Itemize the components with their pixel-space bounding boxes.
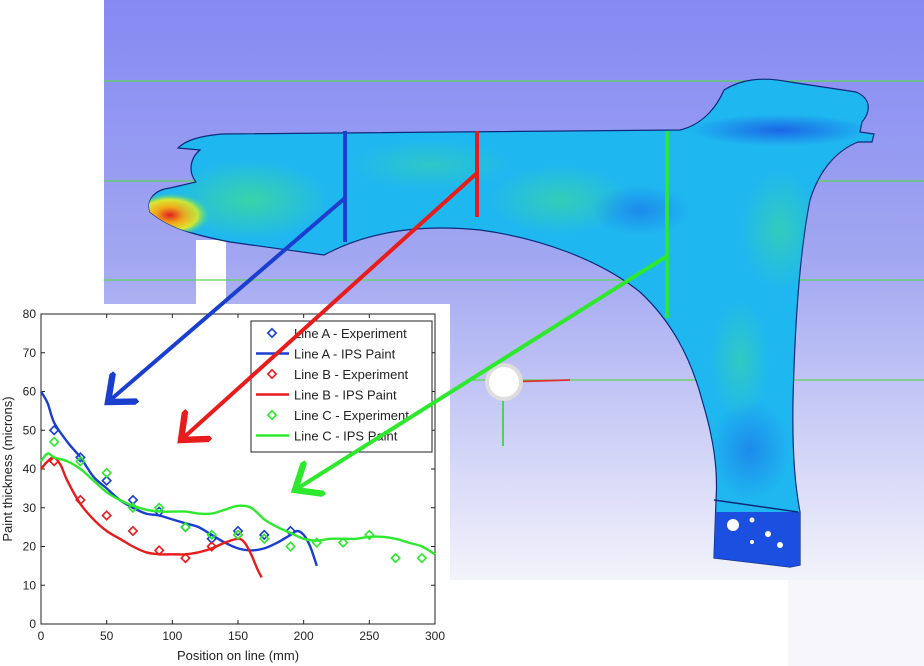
arrow-line-c [295,254,669,490]
x-tick-label: 200 [294,629,314,643]
viewport-lower-white [788,580,924,666]
series-1-point [232,525,244,537]
paint-thickness-chart: 0 50 100 150 200 250 300 0 10 20 30 40 50 60 70 80 Posit… [0,307,445,663]
series-5-point [337,537,349,548]
series-5-point [75,455,86,467]
series-5-point [390,552,401,564]
x-tick-label: 250 [359,629,379,643]
series-5-point [180,521,191,533]
y-tick-label: 80 [23,307,37,321]
series-5-point [285,541,296,552]
x-tick-label: 150 [228,629,248,643]
support-block [196,240,226,308]
legend-label: Line A - IPS Paint [294,347,396,362]
series-1-point [258,529,270,541]
y-tick-label: 70 [23,346,37,360]
x-tick-label: 50 [100,629,114,643]
y-tick-label: 40 [23,462,37,476]
y-tick-label: 50 [23,423,37,437]
series-5-point [48,436,60,448]
series-5-point [364,529,375,541]
orientation-gizmo-icon[interactable] [485,363,571,446]
arrow-line-a [108,196,347,402]
arrow-line-b [181,171,479,440]
legend-swatch-marker [266,368,278,380]
series-5-point [206,529,218,541]
legend-swatch-marker [266,409,278,421]
series-6-line [40,452,436,556]
series-5-point [232,529,244,541]
series-1-point [101,475,112,486]
series-3-point [206,541,218,552]
series-5-point [101,467,112,479]
y-tick-label: 30 [23,501,37,515]
y-tick-label: 20 [23,540,37,554]
fender-model [148,78,875,568]
legend-label: Line C - Experiment [294,408,409,423]
series-4-line [40,456,263,579]
x-axis-label: Position on line (mm) [177,648,299,663]
x-tick-label: 300 [425,629,445,643]
x-tick-label: 0 [38,629,45,643]
x-tick-label: 100 [162,629,182,643]
y-tick-label: 10 [23,578,37,592]
series-3-point [180,552,191,564]
series-3-point [127,525,139,537]
legend-label: Line B - IPS Paint [294,388,397,403]
series-5-point [258,533,270,545]
legend-label: Line B - Experiment [294,367,409,382]
y-axis-label: Paint thickness (microns) [0,396,15,541]
legend-swatch-marker [266,327,278,339]
series-3-point [101,510,112,521]
legend-label: Line A - Experiment [294,326,407,341]
series-1-point [75,452,86,463]
legend-box [250,320,433,453]
y-tick-label: 0 [29,617,36,631]
series-5-point [416,552,428,564]
y-tick-label: 60 [23,385,37,399]
